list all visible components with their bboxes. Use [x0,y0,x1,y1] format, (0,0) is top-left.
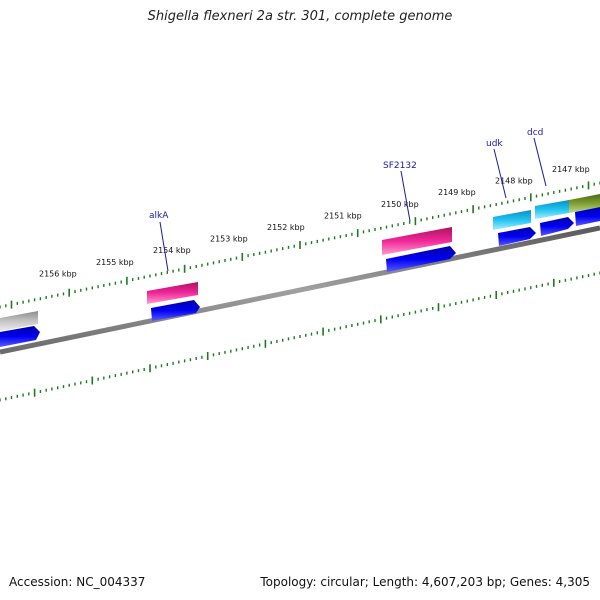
genome-summary-text: Topology: circular; Length: 4,607,203 bp… [260,575,590,589]
label-leader [400,170,411,222]
gene-track [0,194,600,331]
gene-box-olive[interactable] [569,194,600,213]
tick-label: 2151 kbp [324,211,362,220]
gene-label-dcd[interactable]: dcd [527,128,543,138]
tick-label: 2156 kbp [39,269,77,278]
map-title: Shigella flexneri 2a str. 301, complete … [147,9,453,24]
tick-label: 2154 kbp [153,246,191,255]
tick-label: 2149 kbp [438,188,476,197]
inner-tick-track [0,271,600,402]
tick-label: 2155 kbp [96,258,134,267]
tick-label-group: 2147 kbp 2148 kbp 2149 kbp 2150 kbp 2151 kbp… [39,165,590,278]
gene-box-dcd[interactable] [535,200,569,219]
gene-label-alkA[interactable]: alkA [149,211,169,221]
tick-label: 2147 kbp [552,165,590,174]
cds-arrow[interactable] [0,326,40,347]
tick-label: 2150 kbp [381,200,419,209]
tick-label: 2152 kbp [267,223,305,232]
cds-arrow[interactable] [386,246,456,272]
gene-labels: alkA SF2132 udk dcd [149,128,547,272]
accession-text: Accession: NC_004337 [9,575,146,589]
gene-box-udk[interactable] [493,210,531,230]
outer-tick-track [0,181,600,309]
label-leader [533,137,547,187]
label-leader [159,221,169,272]
tick-label: 2148 kbp [495,177,533,186]
cds-arrow[interactable] [540,217,574,236]
label-leader [493,148,507,199]
cds-arrow[interactable] [575,207,600,226]
gene-box-alkA[interactable] [147,282,198,304]
gene-label-udk[interactable]: udk [486,139,503,149]
cds-arrow[interactable] [151,300,200,321]
gene-box-SF2132[interactable] [382,227,452,255]
cds-track [0,207,600,347]
genome-backbone [0,225,600,355]
gene-box-gray[interactable] [0,311,38,331]
gene-label-SF2132[interactable]: SF2132 [383,161,417,171]
cds-arrow[interactable] [498,227,536,246]
tick-label: 2153 kbp [210,235,248,244]
